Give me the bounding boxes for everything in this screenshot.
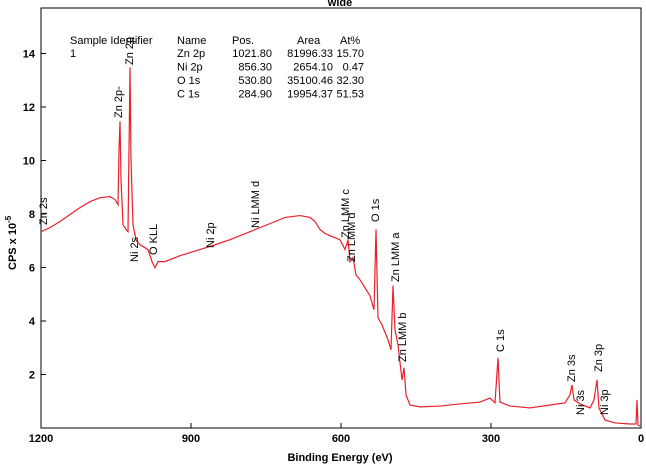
x-tick-label: 1200 [29, 433, 53, 445]
x-axis-label: Binding Energy (eV) [287, 452, 392, 464]
table-sample-header: Sample Identifier [70, 35, 153, 47]
spectrum-line [40, 67, 641, 427]
x-tick-label: 0 [638, 433, 644, 445]
peak-label: Ni LMM d [250, 181, 262, 228]
y-axis-label-text: CPS x 10 [7, 223, 19, 270]
table-cell: 1021.80 [232, 48, 272, 60]
peak-label: Zn 3s [566, 354, 578, 382]
chart-title: wide [327, 0, 352, 9]
y-tick-label: 10 [23, 155, 35, 167]
peak-label: O KLL [148, 224, 160, 255]
table-cell: 51.53 [336, 89, 364, 101]
peak-label: Zn LMM c [340, 189, 352, 238]
y-axis-label: CPS x 10-5 [4, 215, 19, 270]
peak-label: Zn 2s [38, 197, 50, 225]
table-cell: C 1s [177, 89, 200, 101]
x-tick-label: 300 [482, 433, 500, 445]
table-cell: 856.30 [238, 62, 272, 74]
peak-label: O 1s [370, 198, 382, 222]
peak-label: Ni 3p [599, 389, 611, 415]
table-header: Pos. [232, 35, 254, 47]
peak-label: Zn LMM b [397, 312, 409, 362]
peak-label: C 1s [495, 329, 507, 352]
table-header: Area [297, 35, 321, 47]
peak-label: Zn LMM d [346, 212, 358, 262]
table-header: At% [340, 35, 360, 47]
y-tick-label: 6 [29, 262, 35, 274]
y-tick-label: 8 [29, 209, 35, 221]
table-cell: 15.70 [336, 48, 364, 60]
table-cell: 0.47 [343, 62, 364, 74]
y-tick-label: 2 [29, 369, 35, 381]
peak-label: Zn 2p- [113, 86, 125, 118]
y-tick-label: 4 [29, 316, 36, 328]
x-tick-label: 900 [182, 433, 200, 445]
peak-label: Ni 2p [205, 222, 217, 248]
table-cell: O 1s [177, 75, 201, 87]
table-cell: 19954.37 [287, 89, 333, 101]
table-header: Name [177, 35, 206, 47]
table-cell: Zn 2p [177, 48, 205, 60]
table-sample: 1 [70, 48, 76, 60]
table-cell: 284.90 [238, 89, 272, 101]
y-tick-label: 14 [23, 48, 36, 60]
peak-label: Zn 2p [124, 37, 136, 65]
table-cell: 32.30 [336, 75, 364, 87]
peak-label: Ni 2s [129, 236, 141, 262]
table-cell: 81996.33 [287, 48, 333, 60]
peak-label: Ni 3s [575, 389, 587, 415]
table-cell: Ni 2p [177, 62, 203, 74]
x-tick-label: 600 [332, 433, 350, 445]
table-cell: 530.80 [238, 75, 272, 87]
y-axis-label-exponent: -5 [4, 215, 13, 223]
peak-label: Zn LMM a [390, 232, 402, 282]
y-tick-label: 12 [23, 102, 35, 114]
peak-label: Zn 3p [593, 344, 605, 372]
table-cell: 2654.10 [293, 62, 333, 74]
table-cell: 35100.46 [287, 75, 333, 87]
